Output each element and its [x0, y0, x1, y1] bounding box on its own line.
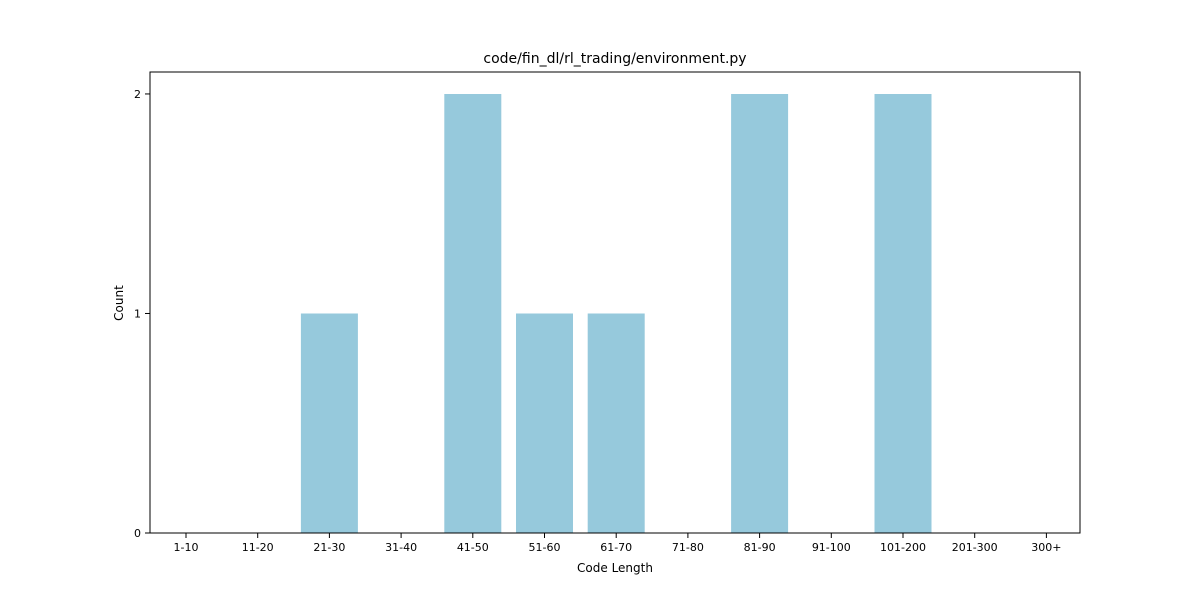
- bar-21-30: [300, 313, 358, 533]
- x-tick-label: 201-300: [952, 541, 998, 554]
- x-axis-label: Code Length: [577, 561, 653, 575]
- x-tick-label: 51-60: [529, 541, 561, 554]
- x-axis-ticks: 1-10 11-20 21-30 31-40 41-50 51-60 61-70 71-80 8…: [174, 533, 1062, 554]
- plot-frame: [149, 71, 1081, 534]
- chart-title: code/fin_dl/rl_trading/environment.py: [483, 51, 746, 67]
- x-tick-label: 21-30: [313, 541, 345, 554]
- x-tick-label: 91-100: [812, 541, 851, 554]
- y-tick-label: 2: [134, 88, 141, 101]
- bar-61-70: [587, 313, 645, 533]
- bar-81-90: [731, 94, 789, 533]
- x-tick-label: 31-40: [385, 541, 417, 554]
- x-tick-label: 1-10: [174, 541, 199, 554]
- y-axis-ticks: 0 1 2: [134, 88, 150, 540]
- bar-41-50: [444, 94, 502, 533]
- x-tick-label: 101-200: [880, 541, 926, 554]
- x-tick-label: 300+: [1031, 541, 1061, 554]
- bars: [300, 94, 932, 533]
- y-axis-label: Count: [112, 285, 126, 321]
- y-tick-label: 1: [134, 307, 141, 320]
- bar-101-200: [874, 94, 932, 533]
- x-tick-label: 61-70: [600, 541, 632, 554]
- x-tick-label: 41-50: [457, 541, 489, 554]
- y-tick-label: 0: [134, 527, 141, 540]
- bar-51-60: [516, 313, 573, 533]
- x-tick-label: 81-90: [744, 541, 776, 554]
- x-tick-label: 11-20: [242, 541, 274, 554]
- x-tick-label: 71-80: [672, 541, 704, 554]
